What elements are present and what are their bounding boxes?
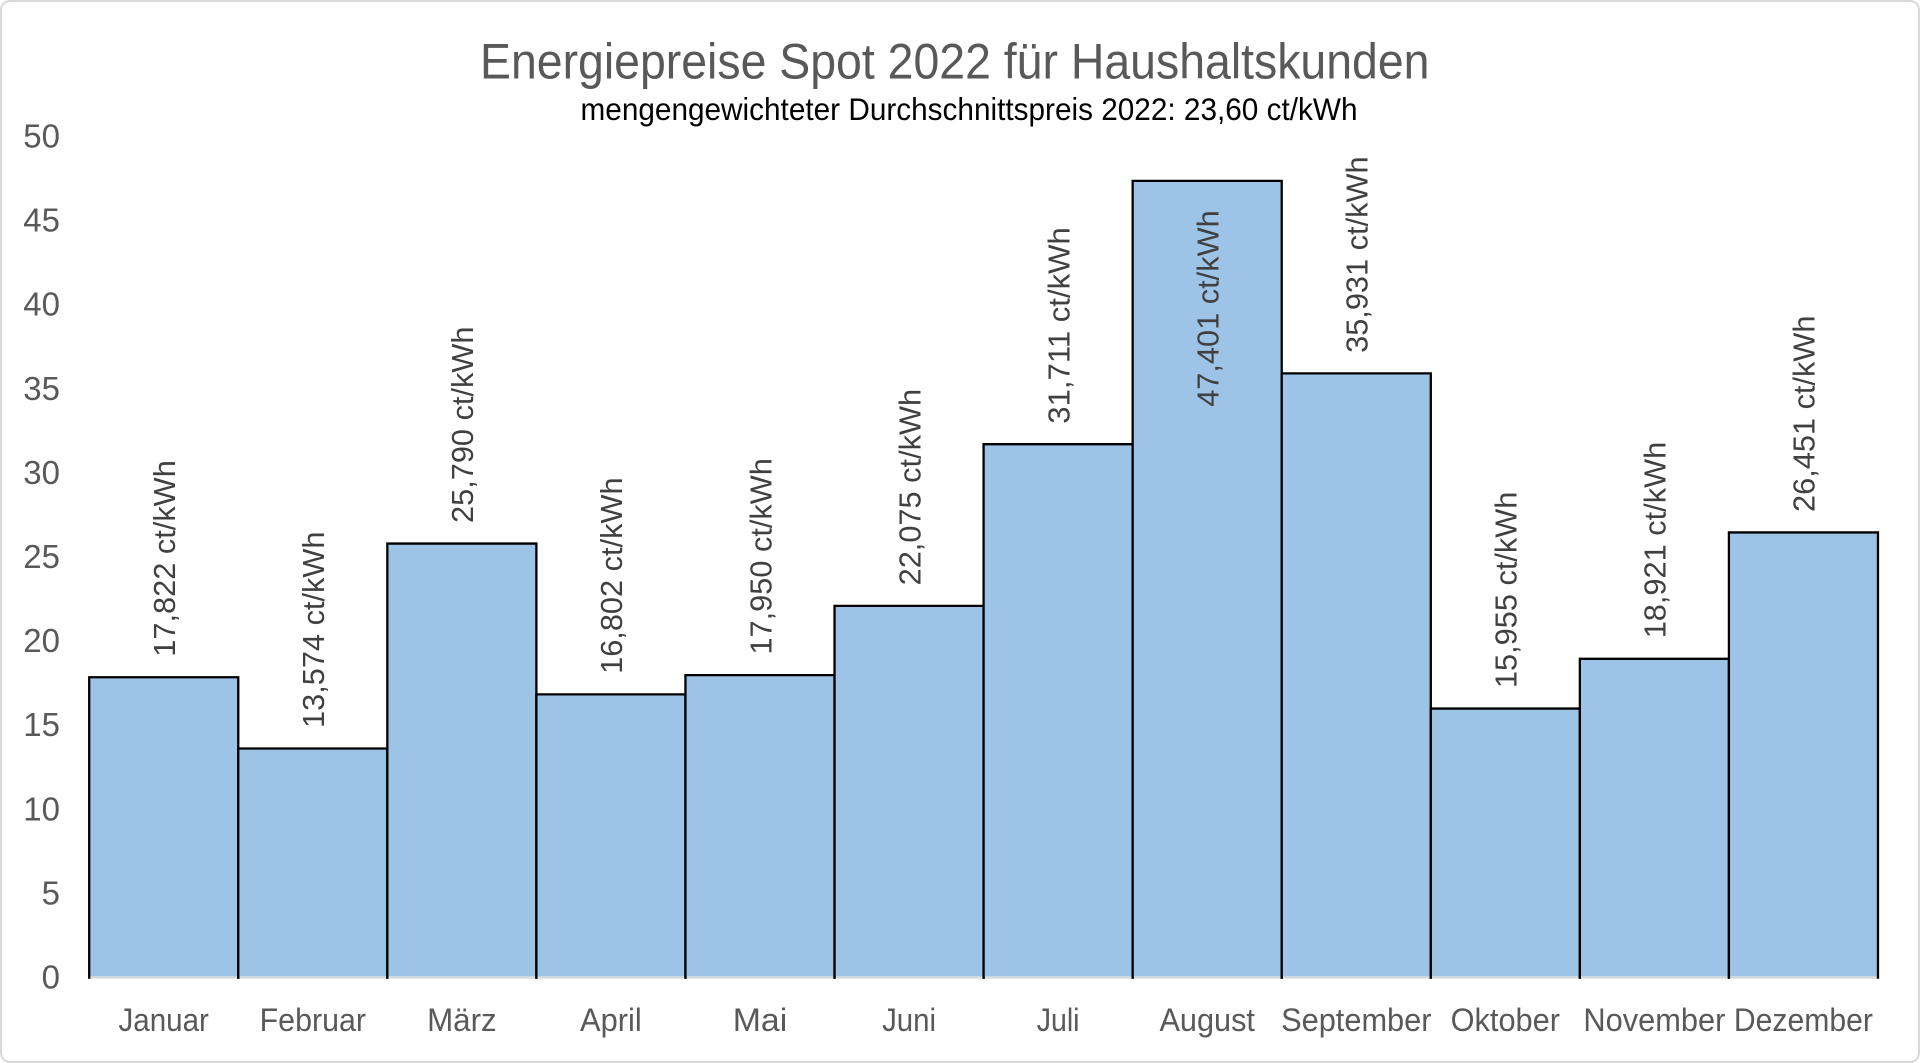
svg-text:5: 5 — [42, 874, 60, 911]
svg-text:40: 40 — [23, 286, 60, 323]
svg-text:47,401 ct/kWh: 47,401 ct/kWh — [1191, 210, 1226, 407]
svg-text:März: März — [427, 1002, 497, 1038]
svg-text:16,802 ct/kWh: 16,802 ct/kWh — [594, 477, 629, 674]
svg-text:31,711 ct/kWh: 31,711 ct/kWh — [1041, 227, 1076, 424]
svg-text:Dezember: Dezember — [1734, 1002, 1873, 1038]
svg-text:10: 10 — [23, 790, 60, 827]
svg-text:15: 15 — [23, 706, 60, 743]
svg-text:mengengewichteter Durchschnitt: mengengewichteter Durchschnittspreis 202… — [581, 92, 1358, 127]
svg-text:Mai: Mai — [733, 1002, 788, 1038]
svg-text:13,574 ct/kWh: 13,574 ct/kWh — [296, 532, 331, 729]
svg-text:Energiepreise Spot 2022 für Ha: Energiepreise Spot 2022 für Haushaltskun… — [480, 34, 1430, 90]
svg-text:Juli: Juli — [1037, 1002, 1080, 1038]
svg-text:50: 50 — [23, 118, 60, 155]
svg-text:26,451 ct/kWh: 26,451 ct/kWh — [1787, 316, 1822, 513]
svg-text:20: 20 — [23, 622, 60, 659]
svg-text:November: November — [1583, 1002, 1725, 1038]
svg-text:18,921 ct/kWh: 18,921 ct/kWh — [1638, 442, 1673, 639]
svg-text:Januar: Januar — [119, 1002, 210, 1038]
svg-text:April: April — [580, 1002, 642, 1038]
svg-text:22,075 ct/kWh: 22,075 ct/kWh — [892, 389, 927, 586]
svg-text:30: 30 — [23, 454, 60, 491]
svg-text:45: 45 — [23, 202, 60, 239]
svg-text:August: August — [1159, 1002, 1255, 1038]
svg-text:17,950 ct/kWh: 17,950 ct/kWh — [743, 458, 778, 655]
svg-text:25: 25 — [23, 538, 60, 575]
svg-text:25,790 ct/kWh: 25,790 ct/kWh — [445, 327, 480, 524]
svg-text:Juni: Juni — [882, 1002, 936, 1038]
svg-text:15,955 ct/kWh: 15,955 ct/kWh — [1489, 492, 1524, 689]
svg-text:17,822 ct/kWh: 17,822 ct/kWh — [147, 460, 182, 657]
svg-text:35: 35 — [23, 370, 60, 407]
svg-text:Oktober: Oktober — [1451, 1002, 1561, 1038]
svg-text:0: 0 — [42, 959, 60, 996]
svg-text:35,931 ct/kWh: 35,931 ct/kWh — [1340, 156, 1375, 353]
svg-text:Februar: Februar — [260, 1002, 367, 1038]
svg-text:September: September — [1281, 1002, 1432, 1038]
